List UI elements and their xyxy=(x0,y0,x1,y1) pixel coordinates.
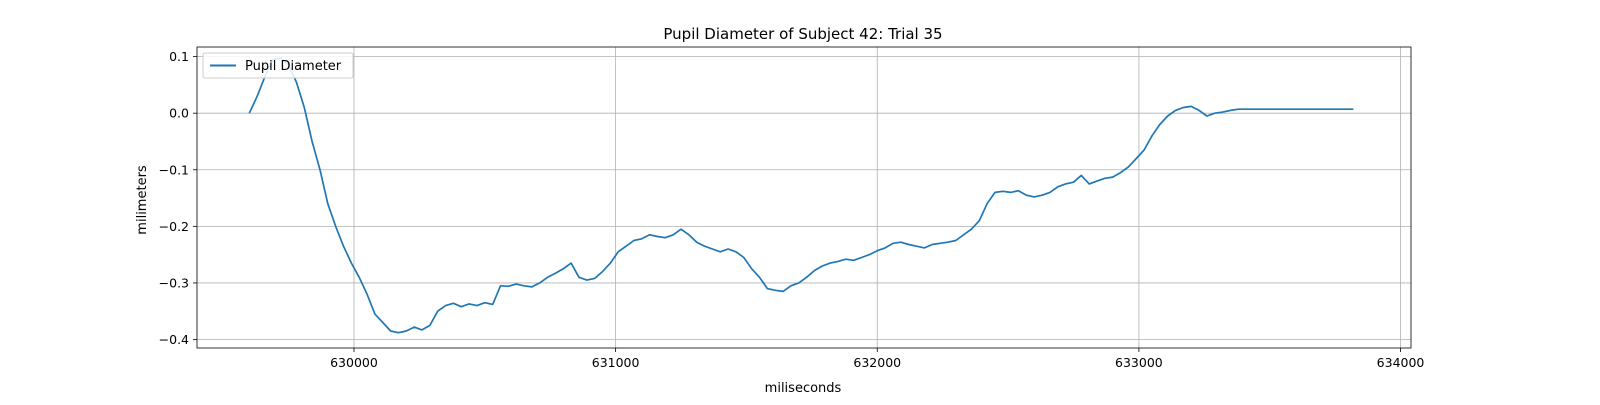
y-axis-label: milimeters xyxy=(135,165,150,235)
series-line xyxy=(248,56,1354,334)
y-tick-label: 0.0 xyxy=(169,106,189,121)
y-tick-label: 0.1 xyxy=(169,49,189,64)
x-tick-label: 630000 xyxy=(330,355,378,370)
x-tick-label: 632000 xyxy=(853,355,901,370)
legend: Pupil Diameter xyxy=(202,52,354,79)
chart-title: Pupil Diameter of Subject 42: Trial 35 xyxy=(663,25,942,43)
x-tick-label: 631000 xyxy=(592,355,640,370)
line-layer xyxy=(248,56,1354,334)
legend-label: Pupil Diameter xyxy=(245,59,342,74)
x-tick-label: 633000 xyxy=(1115,355,1163,370)
legend-box xyxy=(202,52,354,79)
y-tick-label: −0.2 xyxy=(159,219,189,234)
plot-frame xyxy=(196,46,1412,349)
y-tick-label: −0.4 xyxy=(159,332,189,347)
plot-border xyxy=(196,46,1412,349)
x-tick-label: 634000 xyxy=(1377,355,1425,370)
x-axis-label: miliseconds xyxy=(765,381,842,396)
y-tick-label: −0.3 xyxy=(159,275,189,290)
y-tick-label: −0.1 xyxy=(159,162,189,177)
tick-layer: 630000 631000 632000 633000 634000 0.1 0.0 −0.1… xyxy=(159,49,1425,370)
grid-layer xyxy=(197,47,1411,348)
